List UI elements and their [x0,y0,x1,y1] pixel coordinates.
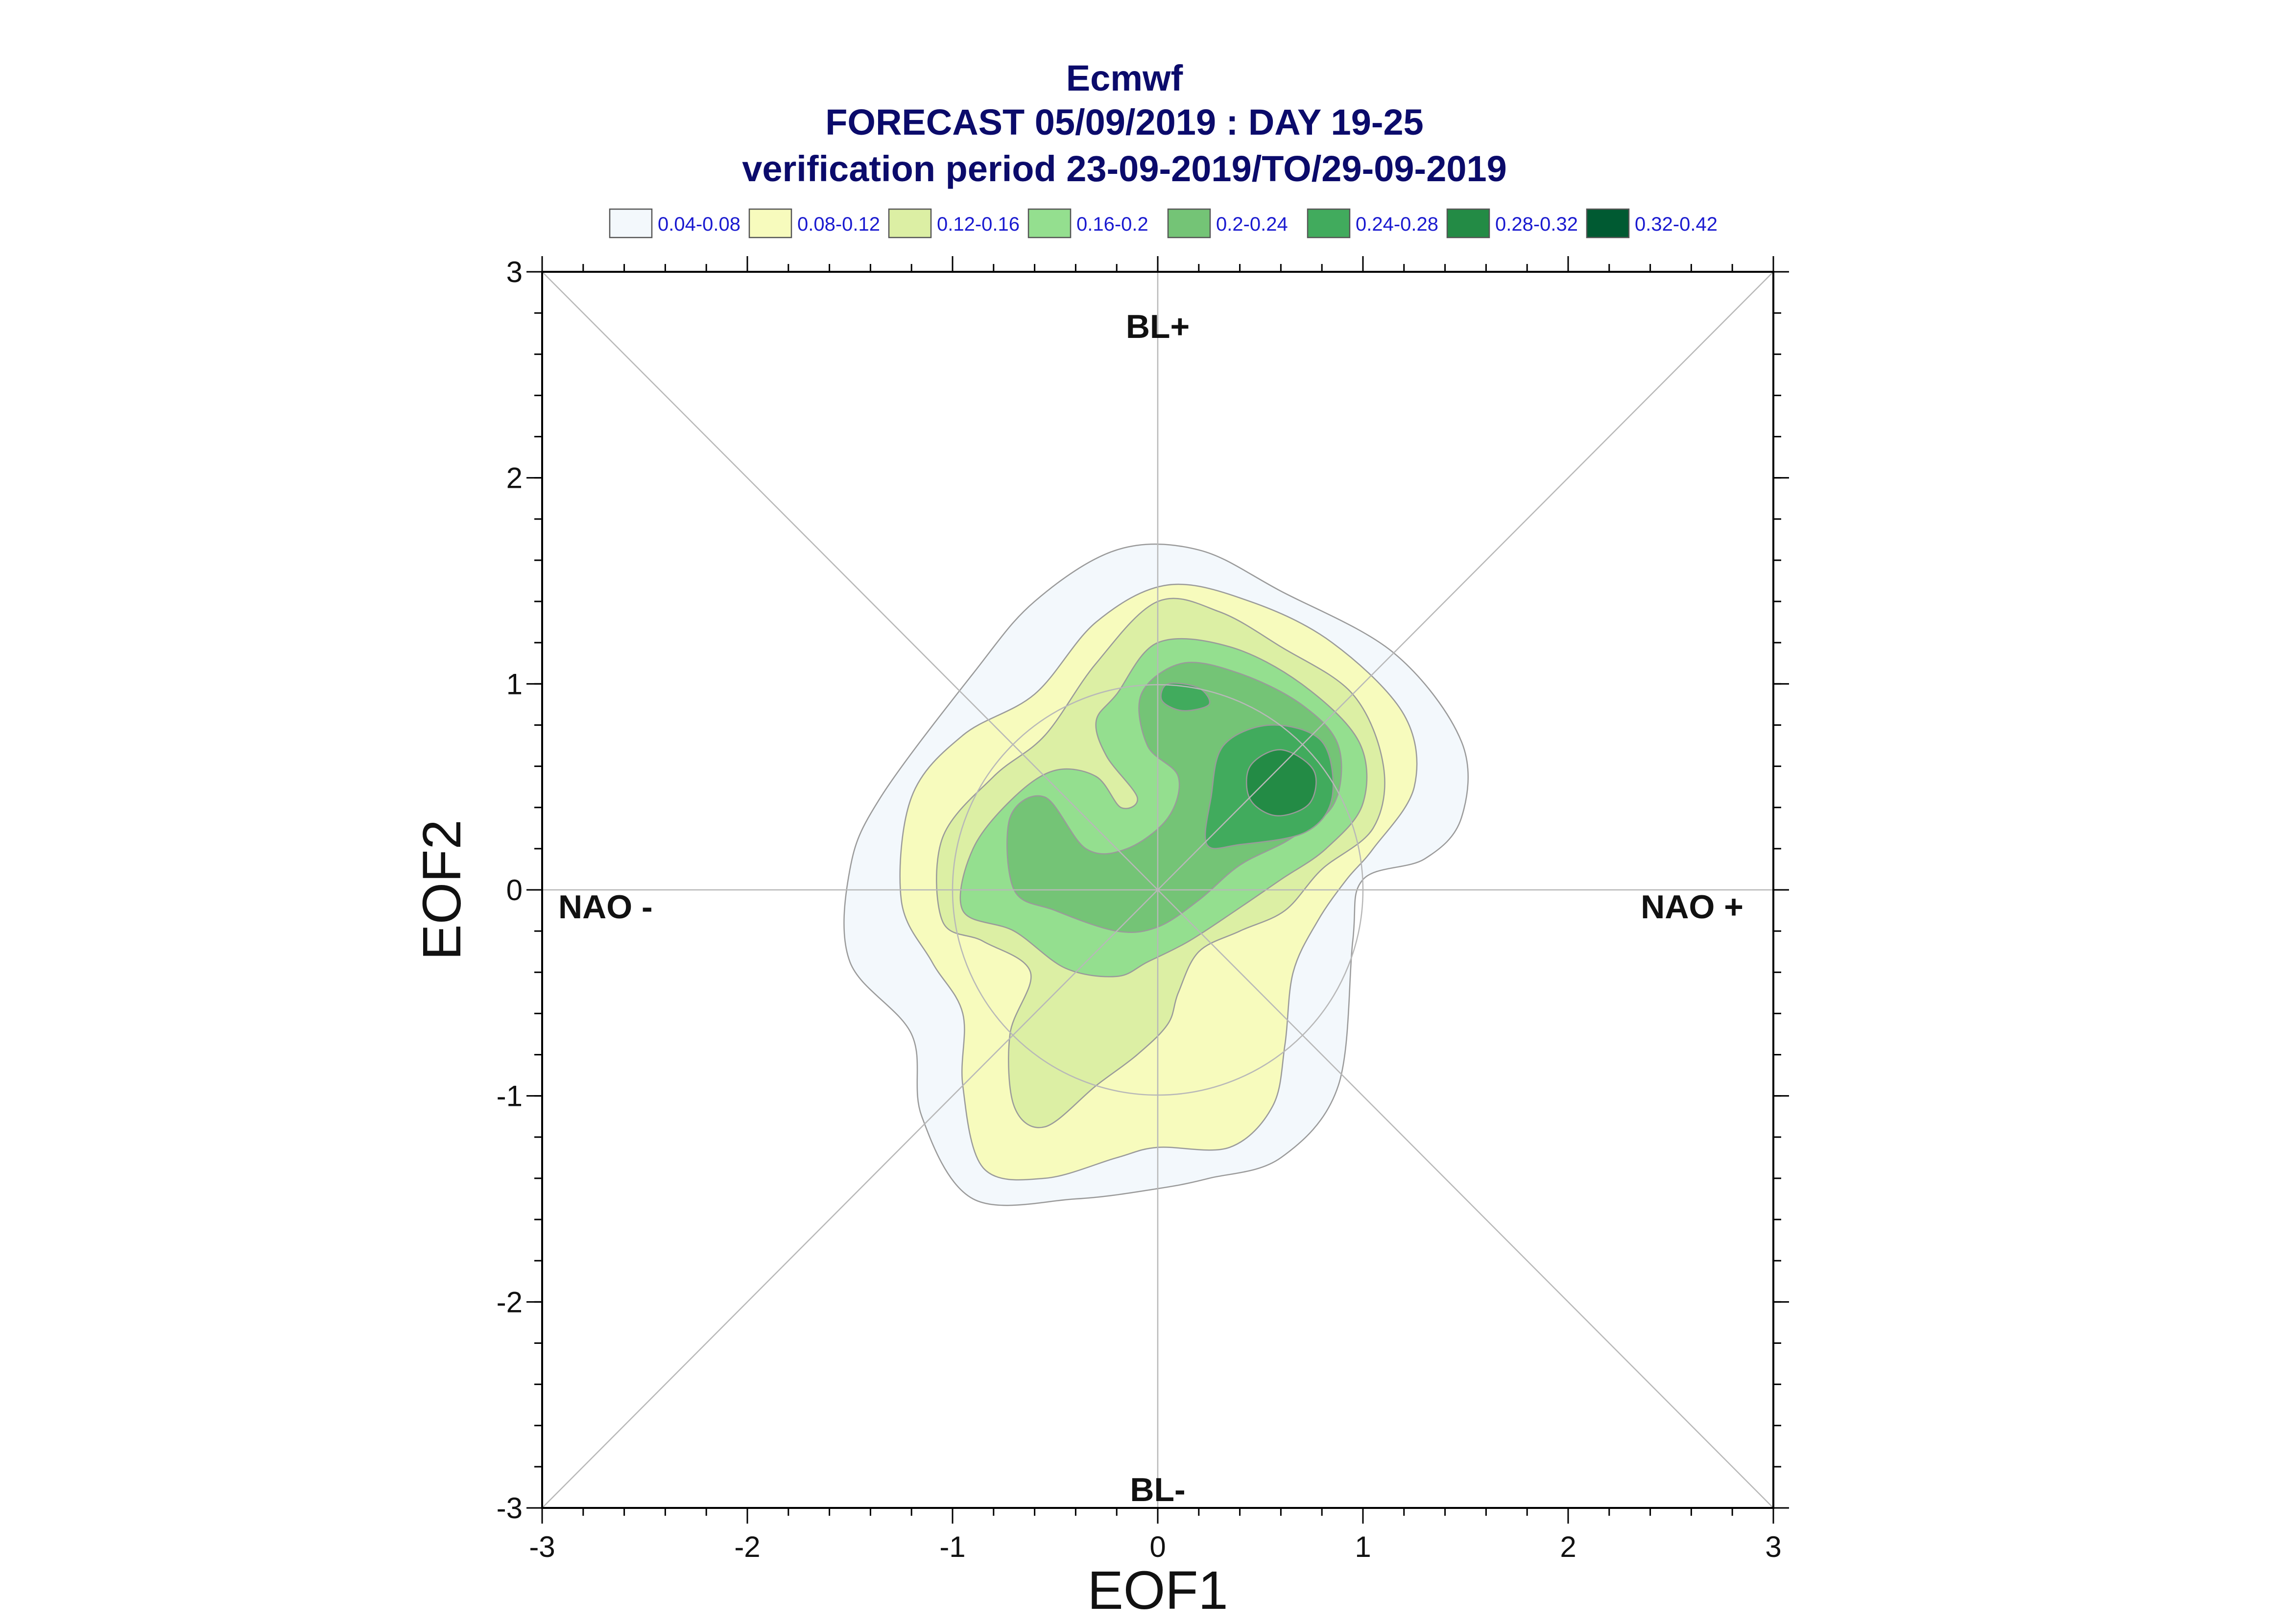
x-tick-label: -1 [939,1530,965,1563]
legend-swatch [748,208,792,239]
legend-label: 0.12-0.16 [937,214,1020,235]
y-tick-label: 2 [506,462,523,495]
legend: 0.04-0.08 0.08-0.12 0.12-0.16 0.16-0.2 0.2-0… [609,208,1718,239]
region-label-nao-plus: NAO + [1641,888,1743,926]
chart-title: Ecmwf [1066,58,1183,98]
contour-level-6-7 [1246,749,1317,816]
region-label-nao-minus: NAO - [558,888,653,926]
contour-fills [843,543,1469,1206]
legend-swatch [1586,208,1630,239]
legend-label: 0.04-0.08 [658,214,740,235]
chart-subtitle-line-1: FORECAST 05/09/2019 : DAY 19-25 [825,102,1424,143]
y-tick-label: -3 [497,1492,523,1525]
axis-ticks: -3 -2 -1 0 1 2 3 -3 -2 -1 0 1 2 3 [497,256,1789,1563]
reference-circle [952,684,1364,1096]
chart-subtitle-line-2: verification period 23-09-2019/TO/29-09-… [742,148,1507,189]
legend-label: 0.32-0.42 [1635,214,1718,235]
guide-lines [542,271,1774,1508]
x-tick-label: 1 [1355,1530,1371,1563]
legend-label: 0.2-0.24 [1216,214,1288,235]
y-tick-label: 3 [506,256,523,288]
legend-label: 0.24-0.28 [1356,214,1438,235]
legend-swatch [1446,208,1490,239]
diagonal-line-2 [542,271,1774,1508]
x-tick-label: 2 [1560,1530,1576,1563]
legend-label: 0.16-0.2 [1076,214,1148,235]
legend-swatch [1027,208,1072,239]
legend-label: 0.28-0.32 [1495,214,1578,235]
region-label-bl-plus: BL+ [1126,308,1190,345]
y-tick-label: 1 [506,668,523,700]
legend-swatch [609,208,653,239]
legend-swatch [888,208,932,239]
y-tick-label: -1 [497,1080,523,1113]
x-tick-label: -3 [529,1530,555,1563]
y-tick-label: -2 [497,1286,523,1318]
region-label-bl-minus: BL- [1130,1471,1185,1508]
x-tick-label: 3 [1765,1530,1781,1563]
y-tick-label: 0 [506,874,523,907]
legend-swatch [1307,208,1351,239]
y-axis-title: EOF2 [412,819,472,960]
x-tick-label: 0 [1149,1530,1166,1563]
legend-label: 0.08-0.12 [797,214,880,235]
x-tick-label: -2 [734,1530,760,1563]
legend-swatch [1167,208,1211,239]
x-axis-title: EOF1 [1087,1560,1228,1621]
contour-level-5-6 [1160,682,1211,712]
